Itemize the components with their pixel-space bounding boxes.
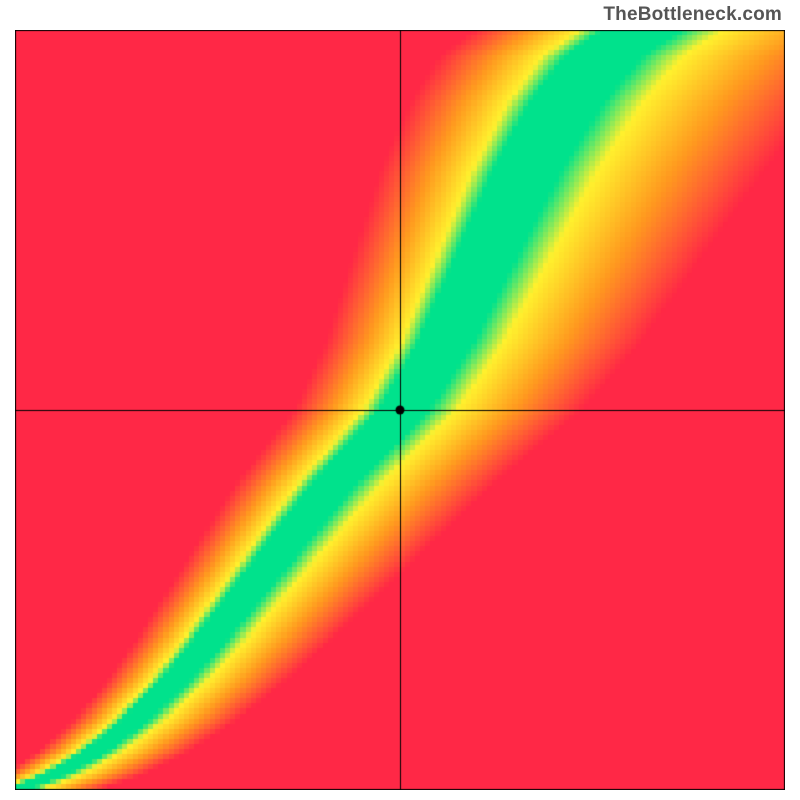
chart-container: TheBottleneck.com (0, 0, 800, 800)
watermark-text: TheBottleneck.com (603, 4, 782, 26)
bottleneck-heatmap (15, 30, 785, 790)
